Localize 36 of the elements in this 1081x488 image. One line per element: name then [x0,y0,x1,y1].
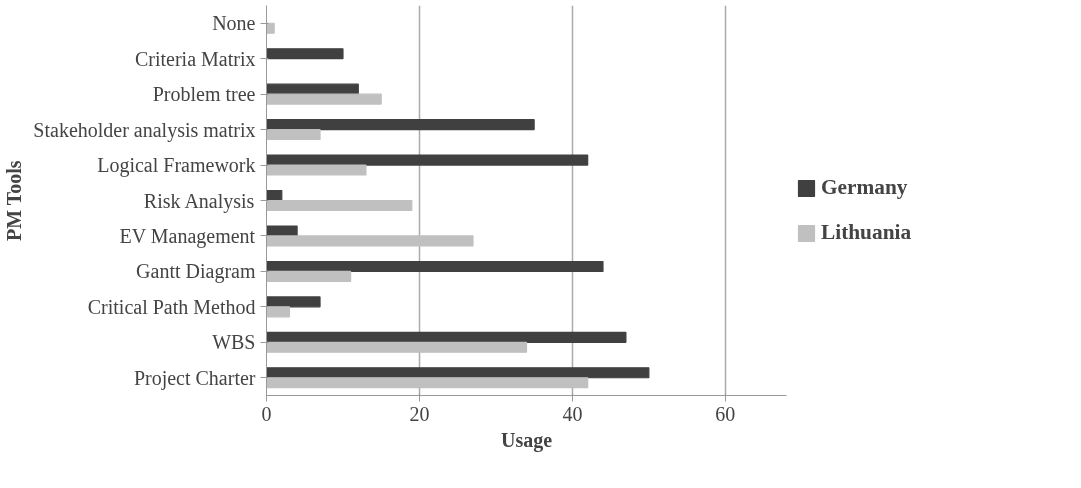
bar [266,306,291,318]
y-tick-label: Criteria Matrix [134,47,256,70]
y-tick-label: Critical Path Method [87,295,256,318]
bar [266,270,352,282]
x-tick-label: 40 [562,402,583,425]
y-tick-label: Gantt Diagram [136,260,256,284]
y-tick-label: Stakeholder analysis matrix [33,118,256,142]
x-tick-label: 0 [261,402,272,425]
x-axis-title: Usage [500,428,553,452]
y-tick-label: Project Charter [133,366,256,390]
bar [266,341,528,353]
legend-label: Lithuania [821,220,912,245]
bar [266,377,589,389]
bar [266,93,382,105]
x-tick-label: 20 [409,402,430,425]
bar [266,296,321,308]
bar [266,235,474,247]
bar [266,367,650,379]
bar [266,22,275,34]
bar [266,128,321,141]
y-tick-label: WBS [212,331,256,354]
bar [266,199,413,212]
bar [266,331,627,343]
bar [266,154,589,166]
bar [266,119,535,131]
y-axis-title: PM Tools [3,160,26,241]
legend-label: Germany [821,175,908,200]
x-tick-label: 60 [715,402,736,425]
bar [266,260,604,273]
y-tick-label: Problem tree [152,83,256,106]
y-tick-label: None [212,12,256,35]
y-tick-label: EV Management [119,224,256,248]
bar [266,164,367,176]
y-tick-label: Risk Analysis [143,189,255,213]
y-tick-label: Logical Framework [97,154,256,178]
bar [266,48,344,60]
